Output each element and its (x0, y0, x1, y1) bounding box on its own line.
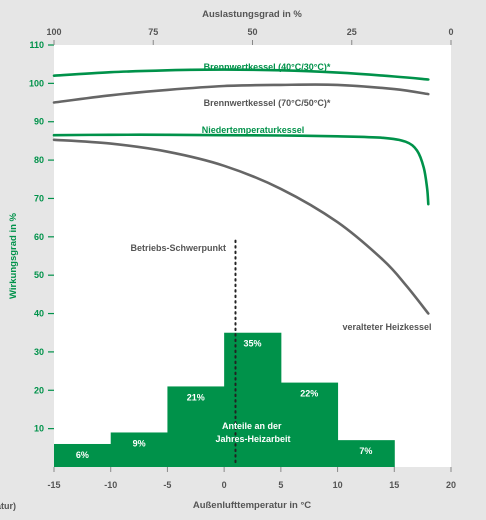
x-tick-label--15: -15 (47, 480, 60, 490)
curve-2 (52, 133, 430, 206)
y-tick-label-20: 20 (34, 385, 44, 395)
curve-3 (52, 138, 430, 315)
heating-share-bars: 6% 9% 21% 35% 22% 7% (54, 332, 395, 467)
label-veraltet: veralteter Heizkessel (342, 322, 431, 332)
label-betriebs-schwerpunkt: Betriebs-Schwerpunkt (130, 243, 226, 253)
label-niedertemperatur: Niedertemperaturkessel (202, 125, 305, 135)
top-axis-title: Auslastungsgrad in % (202, 9, 302, 20)
top-tick-label-25: 25 (347, 27, 357, 37)
top-tick-label-50: 50 (247, 27, 257, 37)
x-tick-label-0: 0 (222, 480, 227, 490)
x-tick-label-5: 5 (278, 480, 283, 490)
x-tick-label-10: 10 (333, 480, 343, 490)
y-tick-label-70: 70 (34, 193, 44, 203)
y-tick-label-10: 10 (34, 424, 44, 434)
x-tick-label-20: 20 (446, 480, 456, 490)
y-tick-label-30: 30 (34, 347, 44, 357)
y-tick-label-90: 90 (34, 117, 44, 127)
bar-5 (337, 440, 395, 467)
curve-0 (52, 68, 430, 81)
curve-1 (52, 83, 430, 104)
bar-value-label-0: 6% (76, 450, 89, 460)
y-tick-label-110: 110 (29, 40, 44, 50)
y-tick-label-50: 50 (34, 270, 44, 280)
left-cut-label: atur) (0, 501, 16, 511)
top-tick-label-100: 100 (46, 27, 61, 37)
y-tick-label-40: 40 (34, 309, 44, 319)
y-tick-label-60: 60 (34, 232, 44, 242)
y-tick-label-80: 80 (34, 155, 44, 165)
bar-0 (54, 443, 112, 467)
efficiency-curves (52, 68, 430, 315)
bottom-axis-title: Außenlufttemperatur in °C (193, 500, 311, 511)
y-tick-label-100: 100 (29, 78, 44, 88)
x-tick-label--5: -5 (163, 480, 171, 490)
bar-3 (224, 332, 282, 467)
bar-4 (280, 382, 339, 467)
bar-1 (110, 432, 168, 467)
y-axis-title: Wirkungsgrad in % (8, 212, 19, 299)
label-brennwert-40-30: Brennwertkessel (40°C/30°C)* (204, 62, 331, 72)
bar-value-label-1: 9% (133, 438, 146, 448)
bar-2 (167, 386, 225, 467)
bar-value-label-2: 21% (187, 392, 205, 402)
bar-value-label-4: 22% (300, 389, 318, 399)
label-brennwert-70-50: Brennwertkessel (70°C/50°C)* (204, 98, 331, 108)
x-tick-label--10: -10 (104, 480, 117, 490)
x-tick-label-15: 15 (389, 480, 399, 490)
top-tick-label-0: 0 (448, 27, 453, 37)
top-tick-label-75: 75 (148, 27, 158, 37)
bar-value-label-3: 35% (243, 339, 261, 349)
bar-value-label-5: 7% (359, 446, 372, 456)
heating-share-label: Anteile an der Jahres-Heizarbeit (215, 421, 290, 444)
